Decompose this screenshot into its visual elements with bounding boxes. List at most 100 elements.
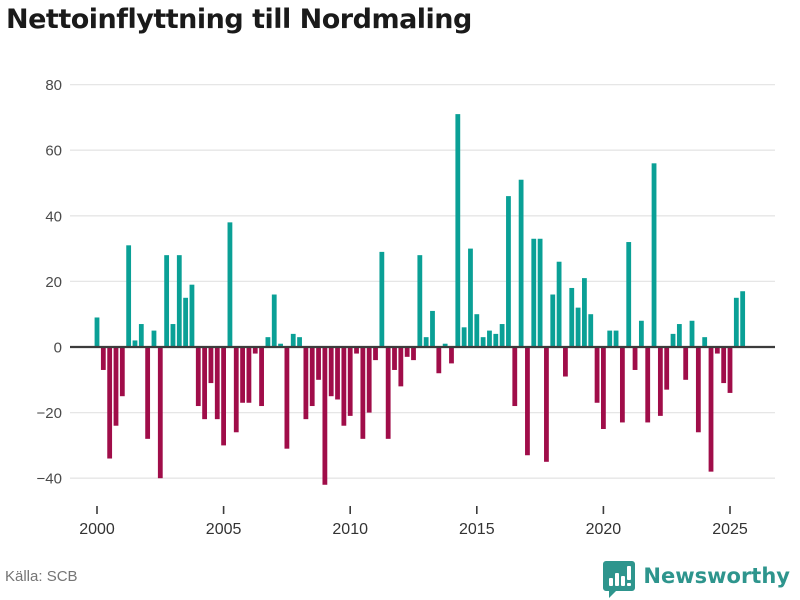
bar bbox=[100, 347, 106, 370]
bar bbox=[449, 347, 454, 364]
bar bbox=[493, 333, 499, 347]
source-note: Källa: SCB bbox=[5, 568, 78, 585]
bar bbox=[626, 242, 632, 347]
bar bbox=[594, 347, 600, 403]
bar bbox=[461, 327, 467, 347]
chart-title: Nettoinflyttning till Nordmaling bbox=[6, 4, 472, 35]
bar bbox=[94, 317, 100, 347]
bar bbox=[385, 347, 391, 439]
bar bbox=[398, 347, 404, 387]
bar bbox=[214, 347, 220, 420]
bar bbox=[423, 337, 429, 347]
bar bbox=[316, 347, 321, 380]
bar bbox=[664, 347, 670, 390]
bar bbox=[132, 340, 138, 347]
bar bbox=[657, 347, 663, 416]
bar bbox=[588, 314, 594, 347]
bar bbox=[328, 347, 334, 397]
bar bbox=[695, 347, 701, 433]
bar bbox=[240, 347, 245, 403]
bar bbox=[322, 347, 328, 485]
bar bbox=[518, 179, 524, 347]
bar bbox=[176, 255, 182, 347]
bar bbox=[638, 320, 644, 347]
bar bbox=[170, 324, 176, 347]
bar bbox=[556, 261, 562, 347]
bar bbox=[417, 255, 423, 347]
bar bbox=[544, 347, 549, 462]
bar bbox=[284, 347, 290, 449]
bar bbox=[569, 287, 575, 347]
bar bbox=[645, 347, 651, 423]
bar bbox=[474, 314, 480, 347]
bar bbox=[233, 347, 239, 433]
bar bbox=[613, 330, 619, 347]
x-axis-label: 2020 bbox=[586, 521, 622, 538]
bar bbox=[708, 347, 714, 472]
bar bbox=[619, 347, 625, 423]
bar bbox=[183, 297, 189, 347]
bar bbox=[303, 347, 309, 420]
bar bbox=[354, 347, 359, 354]
bar bbox=[252, 347, 258, 354]
x-axis-label: 2025 bbox=[712, 521, 748, 538]
x-axis-label: 2005 bbox=[206, 521, 242, 538]
bar bbox=[392, 347, 397, 370]
bar bbox=[480, 337, 486, 347]
newsworthy-badge-icon bbox=[603, 561, 636, 598]
bar bbox=[531, 238, 537, 347]
bar bbox=[360, 347, 366, 439]
bar bbox=[601, 347, 606, 429]
bar bbox=[347, 347, 353, 416]
bar bbox=[335, 347, 340, 400]
y-axis-label: −20 bbox=[37, 405, 62, 422]
bar bbox=[246, 347, 252, 403]
bar bbox=[265, 337, 271, 347]
bar bbox=[563, 347, 568, 377]
newsworthy-logo-text: Newsworthy bbox=[643, 564, 790, 588]
y-axis-label: 20 bbox=[45, 274, 62, 291]
bar bbox=[138, 324, 144, 347]
bar bbox=[259, 347, 264, 407]
x-axis-label: 2000 bbox=[79, 521, 115, 538]
bar bbox=[550, 294, 556, 347]
bar bbox=[271, 294, 277, 347]
bar bbox=[607, 330, 613, 347]
bar bbox=[341, 347, 347, 426]
bar bbox=[582, 278, 587, 347]
bar bbox=[525, 347, 530, 456]
bar bbox=[164, 255, 170, 347]
bar bbox=[442, 343, 448, 347]
bar bbox=[632, 347, 638, 370]
y-axis-label: 60 bbox=[45, 143, 62, 160]
bar bbox=[189, 284, 195, 347]
bar bbox=[487, 330, 492, 347]
bar bbox=[157, 347, 163, 479]
bar bbox=[506, 196, 511, 347]
bar bbox=[366, 347, 372, 413]
bar bbox=[676, 324, 682, 347]
bar bbox=[537, 238, 543, 347]
bar bbox=[404, 347, 410, 357]
bar bbox=[195, 347, 201, 407]
bar bbox=[126, 245, 132, 347]
newsworthy-logo: Newsworthy bbox=[602, 560, 790, 598]
bar bbox=[499, 324, 505, 347]
bar bbox=[309, 347, 315, 407]
x-axis-label: 2015 bbox=[459, 521, 495, 538]
bar bbox=[208, 347, 214, 384]
bar bbox=[721, 347, 727, 384]
bar bbox=[468, 248, 473, 347]
x-axis-label: 2010 bbox=[332, 521, 368, 538]
y-axis-label: −40 bbox=[37, 471, 62, 488]
bar bbox=[740, 291, 746, 347]
bar bbox=[733, 297, 739, 347]
bar bbox=[113, 347, 119, 426]
bar bbox=[575, 307, 581, 347]
y-axis-label: 0 bbox=[54, 340, 62, 357]
bar bbox=[727, 347, 733, 393]
bar bbox=[702, 337, 708, 347]
bar bbox=[714, 347, 720, 354]
